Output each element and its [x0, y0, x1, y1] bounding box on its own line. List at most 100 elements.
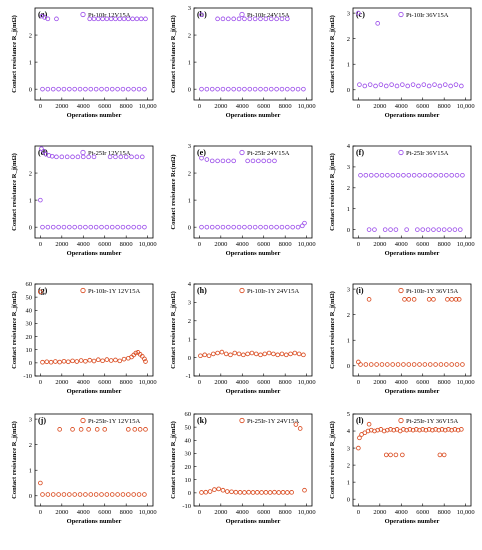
data-point	[50, 492, 56, 497]
legend-label: Pt-10Ir 36V15A	[406, 12, 449, 19]
data-point	[457, 227, 463, 232]
data-point	[77, 492, 83, 497]
data-point	[438, 172, 444, 178]
data-point	[83, 492, 88, 497]
data-point	[242, 490, 247, 495]
data-point	[411, 362, 417, 367]
x-tick-label: 2000	[373, 241, 386, 248]
data-point	[390, 362, 395, 367]
data-point	[406, 172, 412, 178]
data-point	[363, 172, 369, 178]
data-point	[206, 353, 212, 359]
data-point	[252, 224, 258, 230]
data-point	[401, 362, 406, 367]
x-tick-label: 0	[39, 509, 42, 516]
data-point	[411, 172, 417, 178]
y-tick-label: 20	[26, 334, 33, 341]
data-point	[74, 359, 80, 364]
chart-panel: 0 2000 4000 6000 8000 10,000 0 1 2 Operations num…	[11, 145, 157, 257]
y-tick-label: 5	[347, 411, 350, 418]
data-point	[356, 10, 361, 16]
y-tick-label: 0	[347, 227, 350, 234]
data-point	[431, 297, 436, 302]
x-tick-label: 0	[39, 379, 42, 386]
data-point	[129, 154, 134, 160]
data-point	[301, 352, 306, 358]
data-point	[460, 172, 465, 178]
legend-label: Pt-10Ir-1Y 12V15A	[88, 288, 140, 295]
data-point	[279, 224, 285, 230]
legend-label: Pt-25Ir-1Y 12V15A	[88, 418, 140, 425]
data-point	[220, 158, 226, 164]
data-point	[356, 359, 361, 365]
data-point	[401, 172, 406, 178]
data-point	[446, 427, 451, 432]
legend-marker	[80, 11, 86, 18]
x-tick-label: 8000	[438, 103, 451, 110]
data-point	[50, 86, 56, 92]
data-point	[78, 358, 84, 363]
legend-marker	[80, 149, 86, 156]
data-point	[250, 158, 256, 164]
x-tick-label: 8000	[279, 103, 292, 110]
y-tick-label: 0	[347, 87, 350, 94]
x-tick-label: 10,000	[139, 103, 157, 110]
x-axis-label: Operations number	[67, 112, 122, 119]
y-tick-label: 3	[347, 164, 350, 171]
data-point	[261, 158, 267, 164]
x-tick-label: 0	[198, 241, 201, 248]
data-point	[285, 490, 290, 495]
data-point	[70, 427, 75, 432]
data-point	[406, 297, 412, 302]
panel-label: (i)	[356, 286, 364, 295]
x-axis-label: Operations number	[226, 388, 281, 395]
data-point	[70, 154, 75, 160]
data-point	[253, 351, 259, 357]
data-point	[123, 154, 129, 160]
data-point	[231, 86, 236, 92]
y-axis-label: Contact resistance Rc(mΩ)	[170, 154, 177, 229]
data-point	[61, 492, 67, 497]
plot-frame	[193, 413, 313, 507]
data-point	[449, 362, 454, 367]
data-point	[59, 154, 65, 160]
data-point	[204, 86, 210, 92]
data-point	[61, 224, 67, 230]
data-point	[375, 427, 380, 433]
x-tick-label: 10,000	[298, 509, 316, 516]
data-point	[279, 86, 285, 92]
panel-label: (e)	[197, 148, 206, 157]
x-tick-label: 8000	[438, 241, 451, 248]
data-point	[136, 224, 142, 230]
x-tick-label: 2000	[55, 509, 68, 516]
data-point	[38, 480, 43, 486]
x-tick-label: 0	[198, 103, 201, 110]
data-point	[390, 172, 395, 178]
data-point	[199, 490, 204, 495]
plot-frame	[34, 413, 154, 507]
data-point	[223, 351, 229, 357]
data-point	[220, 86, 226, 92]
x-tick-label: 4000	[395, 241, 408, 248]
data-point	[393, 227, 399, 232]
x-tick-label: 6000	[257, 509, 270, 516]
data-point	[242, 224, 247, 230]
data-point	[402, 297, 407, 302]
data-point	[356, 445, 361, 451]
data-point	[131, 224, 136, 230]
data-point	[104, 492, 110, 497]
data-point	[449, 427, 454, 433]
y-tick-label: 1	[29, 197, 32, 204]
x-axis-label: Operations number	[385, 250, 440, 257]
data-point	[236, 16, 242, 22]
data-point	[75, 154, 81, 160]
data-point	[45, 86, 51, 92]
data-point	[283, 352, 289, 358]
data-point	[199, 12, 204, 18]
data-point	[423, 427, 429, 433]
data-point	[444, 172, 449, 178]
data-point	[231, 158, 236, 164]
data-point	[389, 82, 394, 87]
y-tick-label: 3	[347, 445, 350, 452]
data-point	[367, 82, 373, 87]
